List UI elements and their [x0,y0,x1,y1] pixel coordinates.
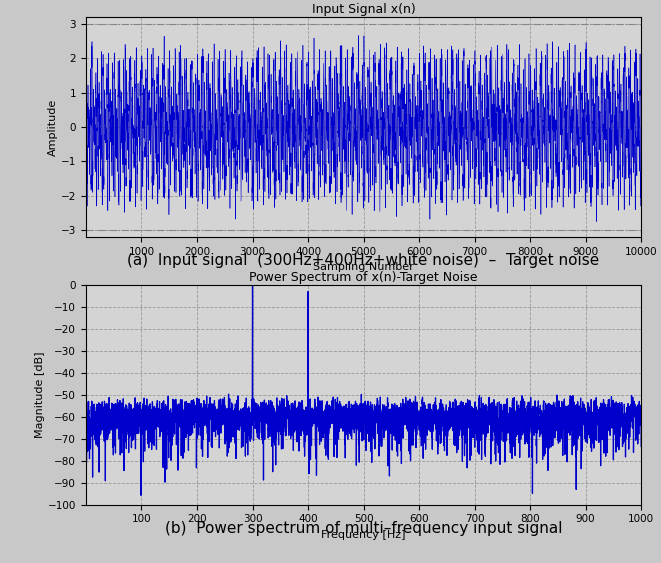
X-axis label: Frequency [Hz]: Frequency [Hz] [321,530,406,540]
X-axis label: Sampling Number: Sampling Number [313,262,414,272]
Text: (b)  Power spectrum of multi–frequency input signal: (b) Power spectrum of multi–frequency in… [165,521,563,536]
Y-axis label: Magnitude [dB]: Magnitude [dB] [35,351,45,438]
Y-axis label: Amplitude: Amplitude [48,99,58,155]
Title: Power Spectrum of x(n)-Target Noise: Power Spectrum of x(n)-Target Noise [249,270,478,284]
Title: Input Signal x(n): Input Signal x(n) [312,3,415,16]
Text: (a)  Input signal  (300Hz+400Hz+white noise)  –  Target noise: (a) Input signal (300Hz+400Hz+white nois… [128,253,600,269]
